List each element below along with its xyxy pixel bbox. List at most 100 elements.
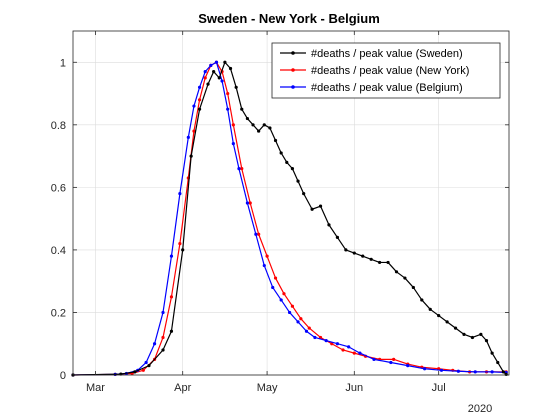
data-point bbox=[344, 248, 348, 252]
data-point bbox=[279, 151, 283, 155]
data-point bbox=[341, 348, 345, 352]
data-point bbox=[347, 345, 351, 349]
data-point bbox=[369, 257, 373, 261]
data-point bbox=[257, 129, 261, 133]
data-point bbox=[203, 76, 207, 80]
data-point bbox=[420, 298, 424, 302]
data-point bbox=[152, 342, 157, 346]
data-point bbox=[479, 332, 483, 336]
data-point bbox=[501, 370, 505, 374]
data-point bbox=[273, 138, 278, 143]
data-point bbox=[226, 107, 230, 111]
legend-label: #deaths / peak value (Belgium) bbox=[311, 82, 463, 94]
data-point bbox=[228, 66, 233, 71]
data-point bbox=[248, 201, 252, 205]
series-line bbox=[72, 61, 507, 376]
y-tick-label: 1 bbox=[60, 57, 66, 69]
data-point bbox=[186, 135, 190, 139]
data-point bbox=[299, 317, 303, 321]
x-tick-label: Mar bbox=[86, 382, 105, 394]
legend-label: #deaths / peak value (Sweden) bbox=[311, 48, 463, 60]
legend-entry: #deaths / peak value (Belgium) bbox=[280, 82, 463, 94]
data-point bbox=[192, 104, 196, 108]
x-tick-label: Jul bbox=[432, 382, 446, 394]
data-point bbox=[178, 242, 182, 246]
data-point bbox=[411, 285, 415, 290]
data-point bbox=[169, 329, 174, 333]
data-point bbox=[220, 79, 224, 83]
y-tick-label: 0.4 bbox=[51, 245, 66, 257]
data-point bbox=[403, 276, 407, 280]
legend-entry: #deaths / peak value (Sweden) bbox=[280, 48, 463, 60]
data-point bbox=[206, 82, 210, 86]
data-point bbox=[318, 204, 323, 208]
data-point bbox=[313, 335, 317, 340]
data-point bbox=[161, 310, 165, 315]
data-point bbox=[490, 351, 494, 355]
legend-marker bbox=[291, 85, 295, 89]
plot-area-frame bbox=[72, 30, 510, 376]
data-point bbox=[189, 154, 193, 158]
legend-entry: #deaths / peak value (New York) bbox=[280, 65, 469, 77]
data-point bbox=[209, 63, 213, 67]
series-1 bbox=[71, 60, 508, 377]
x-tick-label: Apr bbox=[174, 382, 191, 394]
data-point bbox=[245, 201, 249, 205]
data-point bbox=[192, 129, 196, 133]
data-point bbox=[234, 85, 238, 89]
data-point bbox=[214, 60, 219, 64]
data-point bbox=[273, 276, 278, 280]
data-point bbox=[484, 339, 489, 343]
x-tick-label: Jun bbox=[345, 382, 363, 394]
series-0 bbox=[71, 60, 508, 377]
data-point bbox=[197, 98, 202, 102]
data-point bbox=[212, 70, 216, 74]
data-point bbox=[361, 254, 365, 258]
data-point bbox=[271, 285, 275, 290]
chart-title: Sweden - New York - Belgium bbox=[198, 11, 380, 26]
data-point bbox=[392, 357, 396, 361]
data-point bbox=[144, 360, 148, 365]
data-point bbox=[240, 107, 244, 111]
data-point bbox=[389, 360, 393, 365]
data-point bbox=[470, 335, 475, 340]
data-point bbox=[265, 254, 269, 258]
y-tick-label: 0.2 bbox=[51, 307, 66, 319]
data-point bbox=[181, 248, 185, 252]
data-point bbox=[231, 123, 235, 127]
data-point bbox=[358, 351, 362, 355]
data-point bbox=[324, 339, 328, 343]
data-point bbox=[223, 60, 227, 64]
data-point bbox=[133, 370, 137, 374]
data-point bbox=[386, 260, 390, 265]
data-point bbox=[147, 364, 151, 368]
data-point bbox=[352, 251, 356, 255]
data-point bbox=[282, 292, 286, 296]
data-point bbox=[428, 307, 432, 311]
data-point bbox=[279, 298, 283, 302]
data-point bbox=[245, 116, 249, 121]
data-point bbox=[296, 320, 300, 324]
y-tick-label: 0.6 bbox=[51, 182, 66, 194]
data-point bbox=[490, 370, 494, 374]
data-point bbox=[378, 260, 382, 265]
data-point bbox=[197, 107, 202, 111]
data-point bbox=[335, 342, 340, 346]
data-point bbox=[327, 223, 331, 227]
data-point bbox=[287, 310, 292, 315]
data-point bbox=[406, 364, 410, 368]
data-point bbox=[335, 235, 340, 239]
data-point bbox=[285, 160, 289, 164]
data-point bbox=[423, 367, 427, 371]
data-point bbox=[141, 368, 145, 372]
data-point bbox=[304, 329, 309, 333]
legend-marker bbox=[291, 51, 295, 55]
x-tick-label: May bbox=[257, 382, 278, 394]
data-point bbox=[197, 85, 202, 89]
data-point bbox=[473, 370, 477, 374]
data-point bbox=[262, 263, 266, 268]
series-2 bbox=[71, 60, 508, 377]
data-point bbox=[302, 192, 306, 196]
data-point bbox=[456, 369, 460, 373]
